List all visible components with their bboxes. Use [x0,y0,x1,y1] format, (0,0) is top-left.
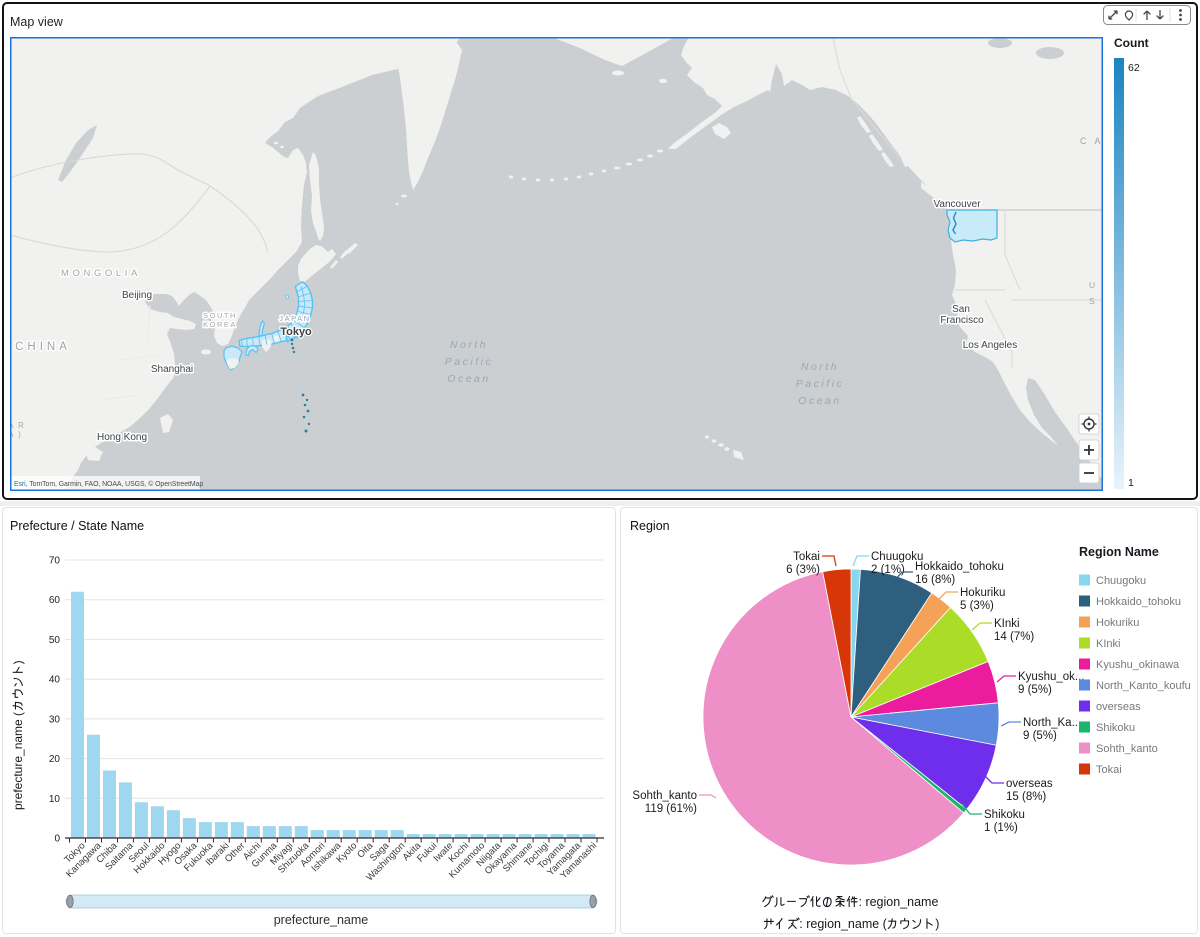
svg-text:Kyushu_ok...: Kyushu_ok... [1018,671,1084,683]
svg-text:Beijing: Beijing [122,290,152,301]
svg-text:20: 20 [49,754,61,765]
svg-text:15 (8%): 15 (8%) [1006,791,1046,803]
svg-text:: region_name (: : region_name ( [799,917,887,931]
svg-text:JAPAN: JAPAN [279,314,311,323]
svg-text:North: North [801,361,839,373]
svg-text:Sohth_kanto: Sohth_kanto [632,790,697,802]
svg-text:KInki: KInki [994,618,1020,630]
svg-text:North_Kanto_koufu: North_Kanto_koufu [1096,680,1191,692]
svg-text:Ocean: Ocean [798,395,841,407]
svg-text:Francisco: Francisco [940,315,984,326]
svg-text:Vancouver: Vancouver [933,199,981,210]
svg-text:A R: A R [10,421,25,430]
svg-text:60: 60 [49,595,61,606]
svg-text:Tokyo: Tokyo [280,326,312,338]
svg-text:overseas: overseas [1096,701,1141,713]
svg-text:Region Name: Region Name [1079,545,1159,559]
svg-text:16 (8%): 16 (8%) [915,574,955,586]
svg-text:U N I T E D: U N I T E D [1089,280,1103,290]
svg-text:Hokkaido_tohoku: Hokkaido_tohoku [915,561,1004,573]
svg-text:Hokuriku: Hokuriku [960,587,1005,599]
svg-text:S T A T E S: S T A T E S [1089,296,1103,306]
svg-text:North: North [450,339,488,351]
svg-text:9 (5%): 9 (5%) [1018,684,1052,696]
svg-text:2 (1%): 2 (1%) [871,564,905,576]
svg-text:Los Angeles: Los Angeles [963,340,1018,351]
svg-text:Hokkaido_tohoku: Hokkaido_tohoku [1096,596,1181,608]
svg-text:North_Ka...: North_Ka... [1023,717,1081,729]
svg-text:Pacific: Pacific [445,356,493,368]
svg-text:Ocean: Ocean [447,373,490,385]
svg-text:San: San [952,304,970,315]
svg-text:prefecture_name (: prefecture_name ( [11,712,25,810]
svg-text:Kyushu_okinawa: Kyushu_okinawa [1096,659,1180,671]
svg-text:5 (3%): 5 (3%) [960,600,994,612]
svg-text:KOREA: KOREA [203,320,237,329]
svg-text:30: 30 [49,714,61,725]
svg-text:Shikoku: Shikoku [984,809,1025,821]
svg-text:): ) [935,917,939,931]
svg-text:SOUTH: SOUTH [203,311,237,320]
svg-text:6 (3%): 6 (3%) [786,564,820,576]
svg-text:CHINA: CHINA [15,341,71,353]
svg-text:Chuugoku: Chuugoku [871,551,923,563]
svg-text:0: 0 [54,834,60,845]
svg-text:70: 70 [49,556,61,567]
svg-text:MONGOLIA: MONGOLIA [61,268,141,279]
svg-text:Shikoku: Shikoku [1096,722,1135,734]
svg-text:119 (61%): 119 (61%) [645,803,697,815]
svg-text:C A N A D A: C A N A D A [1080,136,1103,146]
svg-text:9 (5%): 9 (5%) [1023,730,1057,742]
svg-text:40: 40 [49,675,61,686]
svg-text:Esri, TomTom, Garmin, FAO, NOA: Esri, TomTom, Garmin, FAO, NOAA, USGS, ©… [14,480,203,488]
svg-text:overseas: overseas [1006,778,1053,790]
svg-text:Sohth_kanto: Sohth_kanto [1096,743,1158,755]
svg-text:Shanghai: Shanghai [151,364,193,375]
svg-text:14 (7%): 14 (7%) [994,631,1034,643]
svg-text:1 (1%): 1 (1%) [984,822,1018,834]
svg-text:Chuugoku: Chuugoku [1096,575,1146,587]
svg-text:KInki: KInki [1096,638,1120,650]
svg-text:Tokai: Tokai [793,551,820,563]
svg-text:10: 10 [49,794,61,805]
svg-text:Tokai: Tokai [1096,764,1122,776]
svg-text:Pacific: Pacific [796,378,844,390]
svg-text:: region_name: : region_name [859,895,939,909]
svg-text:prefecture_name: prefecture_name [274,913,369,927]
svg-text:Hong Kong: Hong Kong [97,432,147,443]
svg-text:50: 50 [49,635,61,646]
svg-text:Hokuriku: Hokuriku [1096,617,1139,629]
svg-text:A ): A ) [10,430,22,439]
svg-text:): ) [11,660,25,664]
